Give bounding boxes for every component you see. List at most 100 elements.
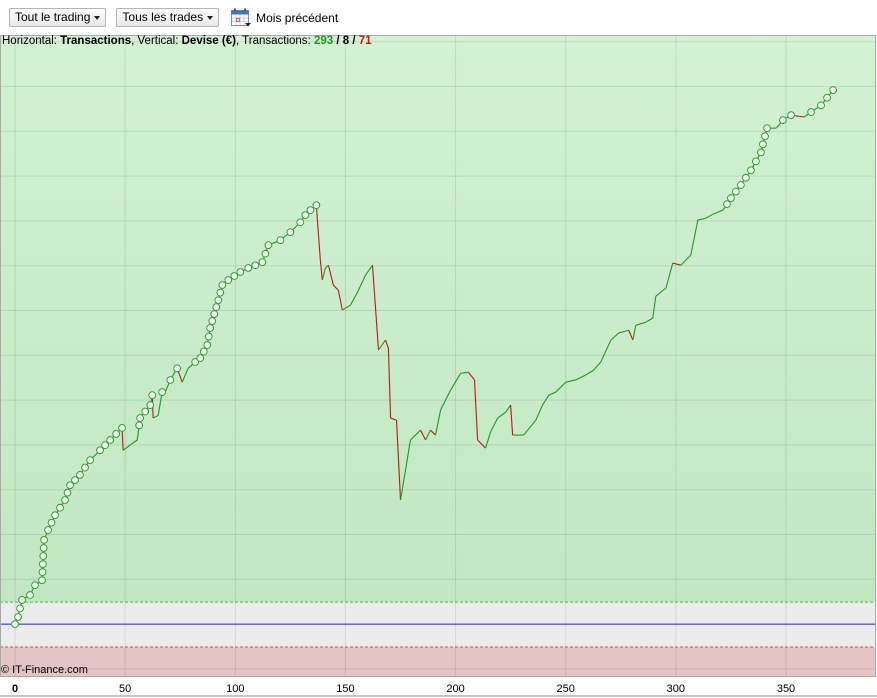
new-high-marker — [747, 166, 755, 175]
horizontal-value: Transactions — [60, 35, 132, 47]
new-high-marker — [244, 264, 253, 272]
equity-segment — [575, 374, 587, 381]
equity-segment — [357, 274, 366, 291]
new-high-marker — [286, 228, 295, 237]
equity-segment — [420, 429, 427, 441]
new-high-marker — [136, 414, 145, 422]
new-high-marker — [752, 157, 760, 166]
new-high-marker — [44, 526, 52, 534]
x-tick-label: 0 — [11, 683, 19, 695]
x-tick-label: 300 — [666, 683, 686, 695]
equity-segment — [610, 332, 620, 341]
equity-segment — [371, 265, 380, 350]
scope-dropdown[interactable]: Tout le trading — [9, 8, 107, 27]
new-high-marker — [39, 544, 48, 552]
caret-down-icon — [207, 15, 214, 20]
new-high-marker — [787, 111, 795, 120]
new-high-marker — [112, 430, 121, 438]
new-high-marker — [204, 332, 213, 341]
new-high-marker — [76, 471, 84, 479]
equity-segment — [332, 284, 339, 291]
equity-segment — [460, 371, 469, 374]
x-tick-label: 250 — [556, 683, 575, 695]
equity-segment — [645, 317, 654, 323]
new-high-marker — [31, 581, 39, 590]
equity-segment — [450, 372, 462, 391]
new-high-marker — [742, 173, 750, 182]
new-high-marker — [39, 552, 48, 560]
new-high-marker — [258, 258, 267, 267]
new-high-marker — [829, 86, 838, 95]
new-high-marker — [141, 407, 150, 416]
new-high-marker — [224, 276, 233, 284]
equity-segment — [697, 217, 706, 221]
new-high-marker — [218, 281, 227, 289]
equity-segment — [181, 368, 189, 383]
copyright-credit: © IT-Finance.com — [1, 664, 88, 676]
equity-segment — [585, 369, 594, 376]
new-high-marker — [158, 388, 167, 396]
equity-segment — [325, 264, 329, 269]
new-high-marker — [306, 206, 315, 215]
equity-segment — [600, 339, 612, 363]
new-high-marker — [301, 211, 310, 220]
profit-zone — [0, 35, 876, 603]
new-high-marker — [96, 446, 104, 455]
equity-segment — [690, 219, 699, 256]
equity-segment — [321, 267, 326, 281]
new-high-marker — [208, 317, 217, 325]
new-high-marker — [276, 236, 285, 245]
separator: / — [349, 35, 359, 47]
new-high-marker — [66, 481, 74, 490]
toolbar: Tout le trading Tous les trades Mois pré… — [9, 7, 338, 28]
x-tick-label: 150 — [336, 683, 355, 695]
new-high-marker — [166, 376, 175, 384]
plot-border — [0, 35, 876, 677]
new-high-marker — [261, 249, 270, 258]
new-high-marker — [727, 194, 735, 202]
equity-segment — [440, 390, 451, 411]
equity-segment — [705, 213, 714, 219]
equity-segment — [122, 444, 131, 451]
equity-segment — [378, 339, 386, 351]
trades-dropdown[interactable]: Tous les trades — [116, 8, 220, 27]
trades-dropdown-label: Tous les trades — [122, 10, 204, 24]
calendar-icon[interactable] — [231, 8, 252, 27]
new-high-marker — [723, 200, 731, 209]
equity-segment — [680, 254, 692, 266]
new-high-marker — [759, 140, 767, 149]
new-high-marker — [756, 148, 765, 157]
new-high-marker — [56, 503, 64, 512]
new-high-marker — [18, 596, 26, 604]
new-high-marker — [81, 463, 89, 472]
equity-segment — [510, 405, 514, 436]
equity-segment — [425, 429, 431, 441]
period-selector[interactable]: Mois précédent — [256, 10, 339, 25]
horizontal-label: Horizontal: — [2, 35, 61, 47]
equity-segment — [542, 394, 550, 406]
equity-segment — [157, 391, 163, 416]
equity-segment — [618, 329, 629, 334]
equity-segment — [665, 262, 674, 289]
equity-segment — [468, 372, 475, 381]
losing-trades-count: 71 — [358, 35, 372, 47]
equity-segment — [385, 339, 389, 349]
new-high-marker — [11, 620, 19, 629]
new-high-marker — [47, 518, 56, 527]
x-tick-label: 200 — [446, 683, 465, 695]
equity-segment — [337, 290, 343, 311]
neutral-trades-count: 8 — [342, 35, 350, 47]
new-high-marker — [191, 358, 200, 366]
equity-segment — [365, 264, 373, 276]
vertical-value: Devise (€) — [181, 35, 236, 47]
x-tick-label: 50 — [119, 683, 132, 695]
new-high-marker — [731, 187, 740, 196]
equity-segment — [390, 417, 397, 421]
new-high-marker — [14, 613, 22, 621]
equity-segment — [342, 304, 351, 311]
new-high-marker — [101, 441, 109, 450]
equity-segment — [635, 321, 647, 326]
new-high-marker — [106, 436, 115, 444]
equity-segment — [628, 330, 634, 341]
equity-segment — [490, 417, 499, 433]
